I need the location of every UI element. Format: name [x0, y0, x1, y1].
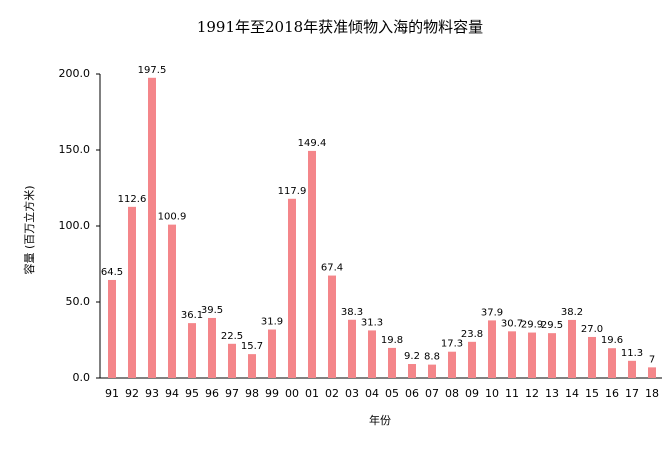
data-label: 11.3	[621, 348, 643, 359]
x-tick-label: 96	[205, 387, 219, 400]
x-tick-label: 17	[625, 387, 639, 400]
bar	[248, 354, 256, 378]
x-tick-label: 95	[185, 387, 199, 400]
bar	[628, 360, 636, 378]
data-label: 36.1	[181, 310, 203, 321]
chart-title: 1991年至2018年获准倾物入海的物料容量	[197, 18, 483, 36]
bar	[468, 341, 476, 378]
data-label: 8.8	[424, 352, 440, 363]
bar	[648, 367, 656, 378]
x-tick-label: 11	[505, 387, 519, 400]
bar	[588, 336, 596, 378]
y-tick-label: 100.0	[59, 219, 91, 232]
data-label: 38.2	[561, 307, 583, 318]
data-label: 117.9	[278, 186, 307, 197]
x-tick-label: 91	[105, 387, 119, 400]
bar	[608, 348, 616, 378]
y-tick-label: 0.0	[73, 371, 91, 384]
bar	[428, 364, 436, 378]
data-label: 100.9	[158, 212, 187, 223]
x-axis-label: 年份	[369, 413, 391, 427]
x-tick-label: 08	[445, 387, 459, 400]
data-label: 149.4	[298, 138, 327, 149]
data-label: 37.9	[481, 307, 503, 318]
x-tick-label: 98	[245, 387, 259, 400]
data-label: 39.5	[201, 305, 223, 316]
x-tick-label: 09	[465, 387, 479, 400]
x-tick-label: 02	[325, 387, 339, 400]
data-label: 197.5	[138, 65, 167, 76]
x-tick-label: 97	[225, 387, 239, 400]
data-label: 19.6	[601, 335, 623, 346]
bar	[188, 323, 196, 378]
bar	[308, 150, 316, 378]
bar	[568, 319, 576, 378]
data-label: 17.3	[441, 339, 463, 350]
data-label: 30.7	[501, 318, 523, 329]
bar	[528, 332, 536, 378]
y-tick-label: 150.0	[59, 143, 91, 156]
x-tick-label: 14	[565, 387, 579, 400]
x-tick-label: 07	[425, 387, 439, 400]
data-label: 67.4	[321, 263, 343, 274]
data-label: 27.0	[581, 324, 603, 335]
bar	[108, 279, 116, 378]
data-label: 22.5	[221, 331, 243, 342]
bar	[208, 317, 216, 378]
x-tick-label: 15	[585, 387, 599, 400]
bar	[548, 333, 556, 378]
data-label: 15.7	[241, 341, 263, 352]
y-tick-label: 200.0	[59, 67, 91, 80]
bar	[288, 198, 296, 378]
data-label: 31.9	[261, 317, 283, 328]
bar	[148, 77, 156, 379]
x-tick-label: 94	[165, 387, 179, 400]
data-label: 19.8	[381, 335, 403, 346]
x-tick-label: 16	[605, 387, 619, 400]
y-tick-label: 50.0	[66, 295, 91, 308]
bar	[268, 329, 276, 378]
data-label: 64.5	[101, 267, 123, 278]
x-tick-label: 06	[405, 387, 419, 400]
x-tick-label: 12	[525, 387, 539, 400]
x-tick-label: 13	[545, 387, 559, 400]
data-label: 29.9	[521, 320, 543, 331]
bar	[448, 351, 456, 378]
x-tick-label: 99	[265, 387, 279, 400]
bar	[408, 364, 416, 378]
data-label: 31.3	[361, 317, 383, 328]
x-tick-label: 03	[345, 387, 359, 400]
data-label: 29.5	[541, 320, 563, 331]
x-tick-label: 01	[305, 387, 319, 400]
x-tick-label: 00	[285, 387, 299, 400]
data-label: 38.3	[341, 307, 363, 318]
bar	[128, 206, 136, 378]
bar	[508, 331, 516, 378]
bar	[168, 224, 176, 378]
x-tick-label: 93	[145, 387, 159, 400]
data-label: 7	[649, 354, 655, 365]
data-label: 112.6	[118, 194, 147, 205]
data-label: 9.2	[404, 351, 420, 362]
bar	[228, 343, 236, 378]
x-tick-label: 92	[125, 387, 139, 400]
bar	[348, 319, 356, 378]
bar	[488, 320, 496, 378]
x-tick-label: 18	[645, 387, 659, 400]
bar	[328, 275, 336, 378]
x-tick-label: 04	[365, 387, 379, 400]
bar	[388, 347, 396, 378]
data-label: 23.8	[461, 329, 483, 340]
bar	[368, 330, 376, 378]
x-tick-label: 10	[485, 387, 499, 400]
x-tick-label: 05	[385, 387, 399, 400]
y-axis-label: 容量 (百万立方米)	[22, 185, 36, 274]
